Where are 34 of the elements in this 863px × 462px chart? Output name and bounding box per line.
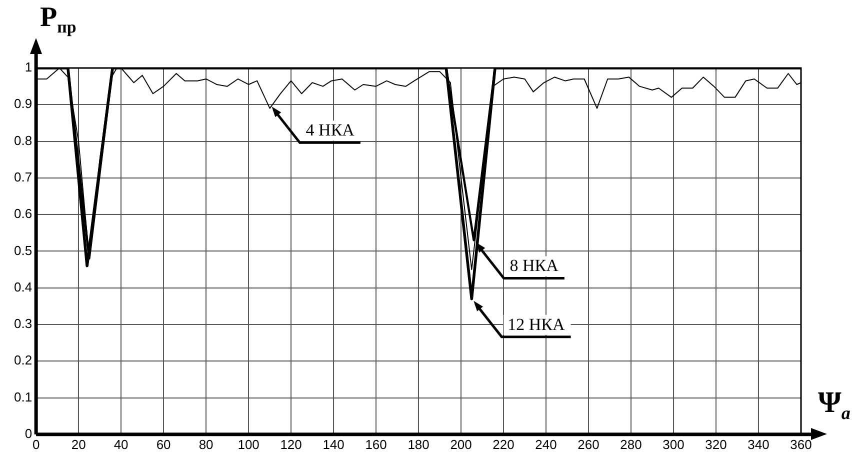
x-tick-label: 340 [748, 436, 770, 452]
x-tick-label: 280 [620, 436, 642, 452]
x-tick-label: 300 [662, 436, 684, 452]
x-tick-label: 80 [198, 436, 214, 452]
x-tick-label: 260 [578, 436, 600, 452]
y-tick-label: 0.1 [14, 389, 32, 404]
annotation: 4 НКА [306, 120, 356, 140]
y-tick-label: 0.8 [14, 132, 32, 148]
y-axis-title: P$_{пр}$ [40, 2, 76, 38]
y-tick-label: 0.9 [14, 96, 32, 112]
x-tick-label: 200 [450, 436, 472, 452]
x-tick-label: 240 [535, 436, 557, 452]
y-tick-label: 0.5 [14, 242, 32, 258]
y-tick-label: 0.4 [14, 279, 32, 294]
x-tick-label: 60 [156, 436, 171, 452]
x-tick-label: 180 [408, 436, 430, 452]
x-tick-label: 160 [365, 436, 387, 452]
annotation: 12 НКА [508, 314, 566, 334]
x-tick-label: 360 [790, 436, 812, 452]
y-tick-label: 0 [24, 426, 32, 441]
y-tick-label: 0.7 [14, 170, 32, 184]
y-tick-label: 0.6 [14, 206, 32, 222]
x-tick-label: 20 [71, 436, 86, 452]
y-tick-label: 1 [24, 60, 32, 75]
x-tick-label: 120 [280, 436, 302, 452]
x-tick-label: 100 [238, 436, 260, 452]
y-tick-label: 0.2 [14, 352, 32, 368]
x-axis-title: Ψ$_{a}$ [818, 386, 850, 424]
x-tick-label: 40 [114, 436, 128, 452]
annotation: 8 НКА [510, 256, 560, 276]
x-tick-label: 320 [705, 436, 727, 452]
y-tick-label: 0.3 [14, 316, 32, 332]
x-tick-label: 220 [492, 436, 514, 452]
x-tick-label: 140 [322, 436, 344, 452]
